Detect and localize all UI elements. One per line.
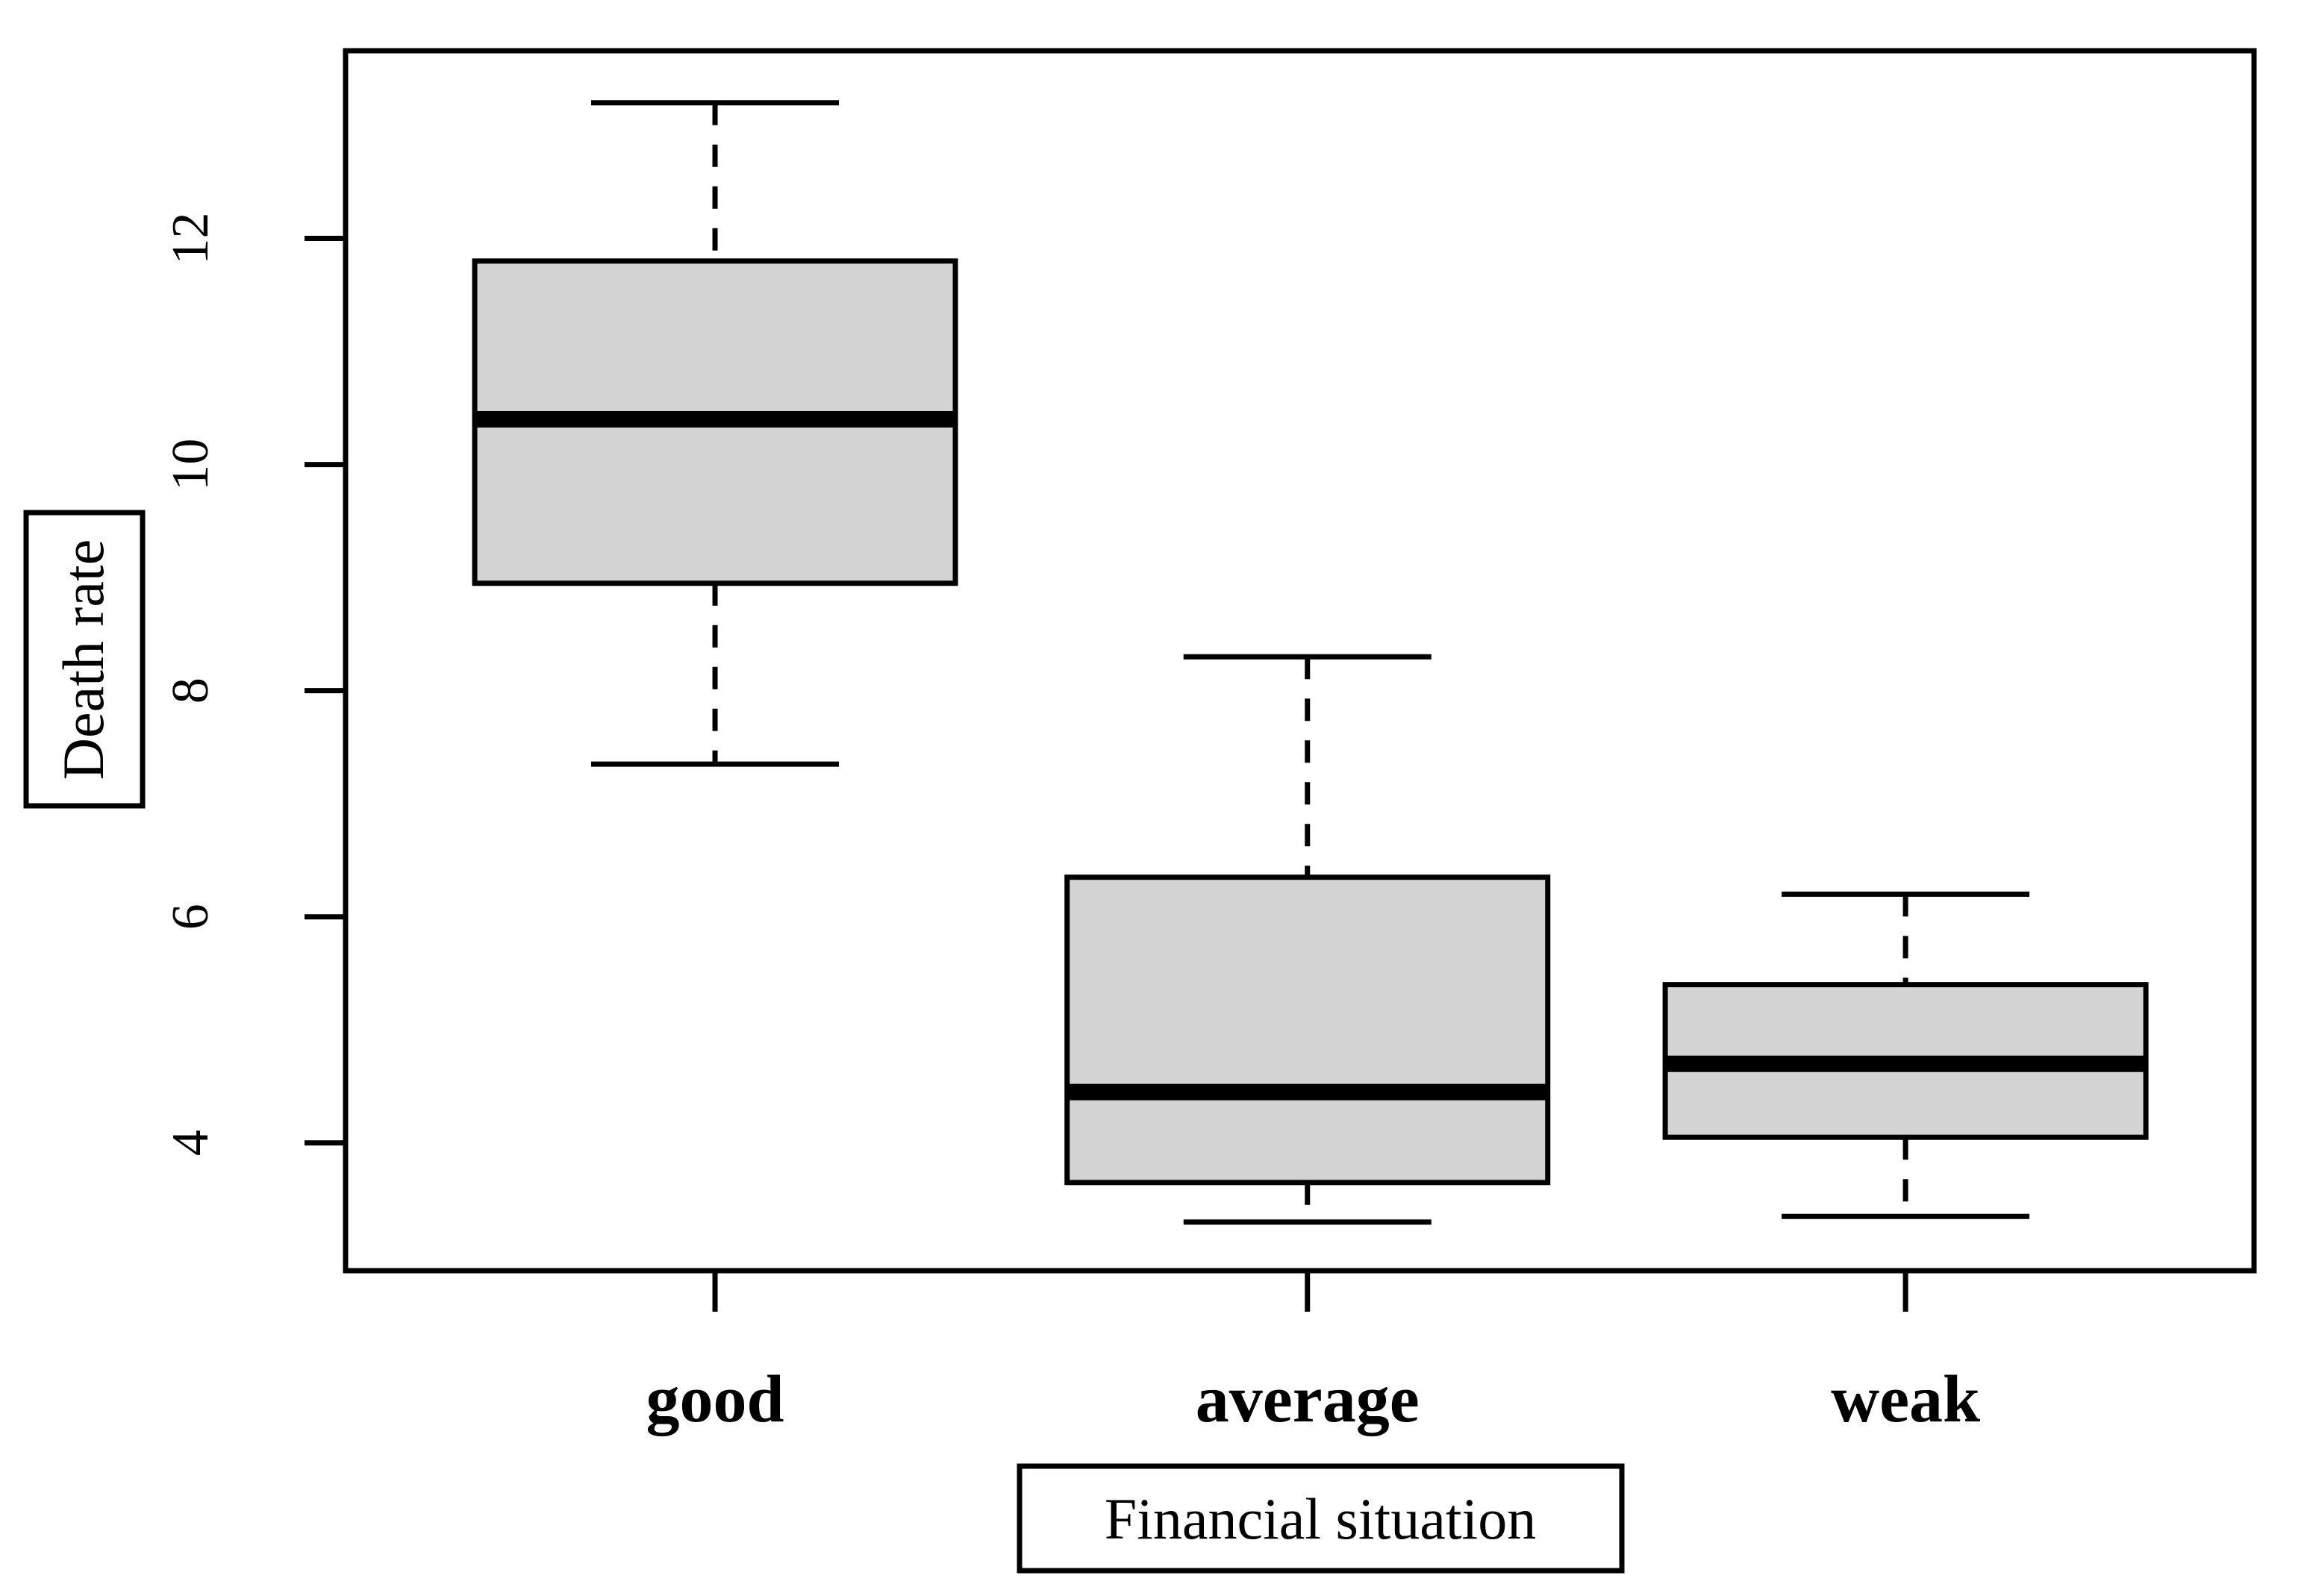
boxplot-average [1064, 654, 1551, 1225]
y-axis-label: Death rate [51, 539, 116, 780]
y-tick-label: 6 [162, 904, 219, 930]
y-tick-label: 12 [162, 213, 219, 265]
x-axis-label: Financial situation [1105, 1486, 1536, 1551]
x-axis-label-box: Financial situation [1017, 1463, 1625, 1574]
x-axis-ticks: good average weak [646, 1271, 1980, 1436]
x-tick-label-weak: weak [1831, 1362, 1980, 1436]
y-axis-label-border [23, 510, 146, 809]
x-axis-label-border [1017, 1463, 1625, 1574]
plot-border [343, 48, 2257, 1274]
x-tick-label-good: good [646, 1362, 784, 1436]
y-tick-label: 8 [162, 677, 219, 704]
boxplots [472, 100, 2149, 1225]
y-axis-label-box: Death rate [23, 510, 146, 809]
x-tick-label-average: average [1196, 1362, 1420, 1436]
boxplot-good [472, 100, 958, 767]
y-tick-label: 10 [162, 439, 219, 491]
iqr-box [1064, 874, 1551, 1186]
y-tick-label: 4 [162, 1130, 219, 1156]
y-axis-ticks: 4 6 8 10 12 [162, 213, 346, 1156]
boxplot-weak [1662, 891, 2149, 1219]
